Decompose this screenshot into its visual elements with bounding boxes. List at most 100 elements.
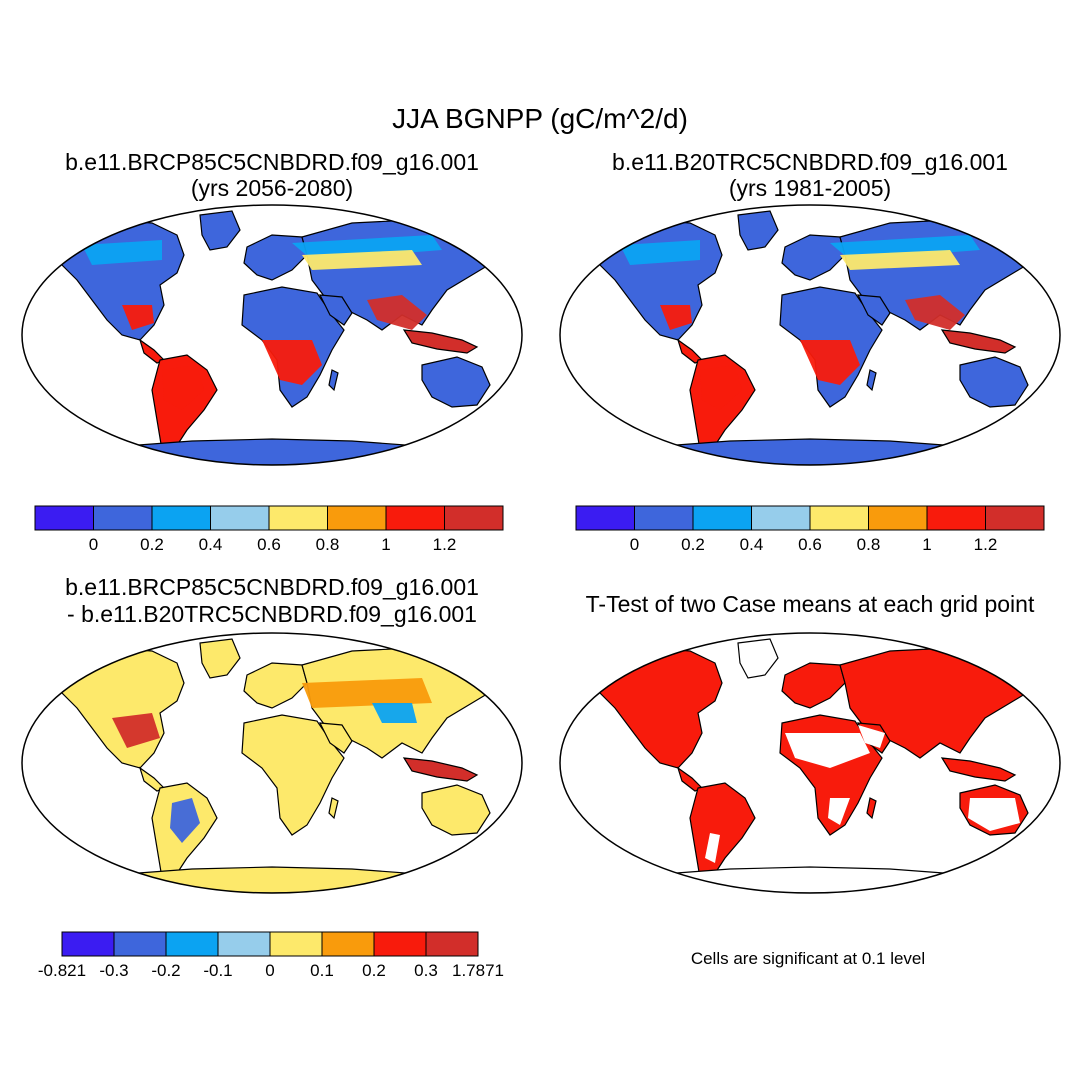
map-panel-difference [21,632,523,894]
panel-3-title-line1: b.e11.BRCP85C5CNBDRD.f09_g16.001 [65,574,479,600]
patch-us-southeast [660,305,692,330]
colorbar-tick-label: -0.821 [38,961,86,980]
colorbar-swatch [634,505,694,531]
continent-indonesia [940,329,1017,354]
colorbar-tick-label: 0.3 [414,961,438,980]
patch-eurasia [302,678,432,708]
colorbar-swatch [926,505,986,531]
patch-amazon [700,365,742,410]
panel-4-title: T-Test of two Case means at each grid po… [586,591,1035,617]
colorbar-swatch [809,505,869,531]
colorbar-tick-label: 0.4 [199,535,223,554]
continent-indonesia [402,757,479,782]
map-panel-ttest [559,632,1061,894]
continent-madagascar [866,369,877,392]
continent-europe [781,234,846,281]
colorbar-swatch [210,505,270,531]
patch-amazon [162,365,204,410]
non-significant-region [858,725,885,748]
continent-australia [421,784,491,836]
patch-central-asia [372,703,417,723]
colorbar-swatch [373,931,427,957]
colorbar-swatch [985,505,1045,531]
colorbar-scenario: 0 0.2 0.4 0.6 0.8 1 1.2 [34,505,504,554]
colorbar-tick-label: 0.2 [140,535,164,554]
continent-europe [243,662,308,709]
patch-south-america [170,798,200,843]
map-border [21,204,523,466]
continent-greenland [199,638,241,679]
colorbar-swatch [444,505,504,531]
non-significant-region [968,798,1020,831]
continent-indonesia [402,329,479,354]
colorbar-historical: 0 0.2 0.4 0.6 0.8 1 1.2 [575,505,1045,554]
colorbar-swatch [321,931,375,957]
colorbar-swatch [151,505,211,531]
continent-madagascar [866,797,877,820]
colorbar-tick-label: 0.6 [257,535,281,554]
panel-3-title-line2: - b.e11.B20TRC5CNBDRD.f09_g16.001 [67,601,477,627]
patch-canada [620,240,700,265]
colorbar-tick-label: 0 [630,535,639,554]
map-border [559,632,1061,894]
continent-australia [421,356,491,408]
map-panel-scenario [21,204,523,466]
colorbar-swatch [217,931,271,957]
colorbar-tick-label: 0.8 [857,535,881,554]
continent-europe [243,234,308,281]
colorbar-tick-label: -0.2 [151,961,180,980]
colorbar-tick-label: -0.3 [99,961,128,980]
colorbar-swatch [425,931,479,957]
colorbar-swatch [868,505,928,531]
patch-midlatitude [840,250,960,270]
continent-arabia [318,294,353,326]
panel-2-title-line2: (yrs 1981-2005) [729,175,891,201]
panel-1-title-line1: b.e11.BRCP85C5CNBDRD.f09_g16.001 [65,149,479,175]
patch-canada [82,240,162,265]
colorbar-swatch [327,505,387,531]
patch-us-southeast [122,305,154,330]
significance-note: Cells are significant at 0.1 level [691,949,925,968]
continent-madagascar [328,369,339,392]
patch-south-asia [905,295,965,330]
colorbar-tick-label: 0 [265,961,274,980]
non-significant-region [705,833,720,863]
colorbar-swatch [165,931,219,957]
continent-australia [959,356,1029,408]
patch-central-africa [800,340,860,385]
colorbar-swatch [751,505,811,531]
continent-arabia [856,294,891,326]
colorbar-tick-label: 0 [89,535,98,554]
colorbar-swatch [385,505,445,531]
continent-greenland [737,638,779,679]
colorbar-tick-label: 1.7871 [452,961,504,980]
colorbar-swatch [268,505,328,531]
colorbar-tick-label: 1.2 [974,535,998,554]
colorbar-swatch [93,505,153,531]
colorbar-difference: -0.821 -0.3 -0.2 -0.1 0 0.1 0.2 0.3 1.7871 [38,931,504,980]
map-panel-historical [559,204,1061,466]
colorbar-swatch [692,505,752,531]
colorbar-tick-label: -0.1 [203,961,232,980]
map-border [21,632,523,894]
patch-central-africa [262,340,322,385]
panel-1-title-line2: (yrs 2056-2080) [191,175,353,201]
continent-greenland [737,210,779,251]
patch-us-east [112,713,160,748]
continent-arabia [318,722,353,754]
colorbar-tick-label: 0.6 [798,535,822,554]
colorbar-swatch [269,931,323,957]
colorbar-tick-label: 0.2 [362,961,386,980]
colorbar-tick-label: 0.1 [310,961,334,980]
colorbar-tick-label: 1.2 [433,535,457,554]
colorbar-tick-label: 0.2 [681,535,705,554]
continent-europe [781,662,846,709]
colorbar-tick-label: 1 [922,535,931,554]
colorbar-tick-label: 1 [381,535,390,554]
continent-africa [241,714,345,836]
continent-greenland [199,210,241,251]
continent-madagascar [328,797,339,820]
colorbar-tick-label: 0.4 [740,535,764,554]
colorbar-swatch [34,505,94,531]
